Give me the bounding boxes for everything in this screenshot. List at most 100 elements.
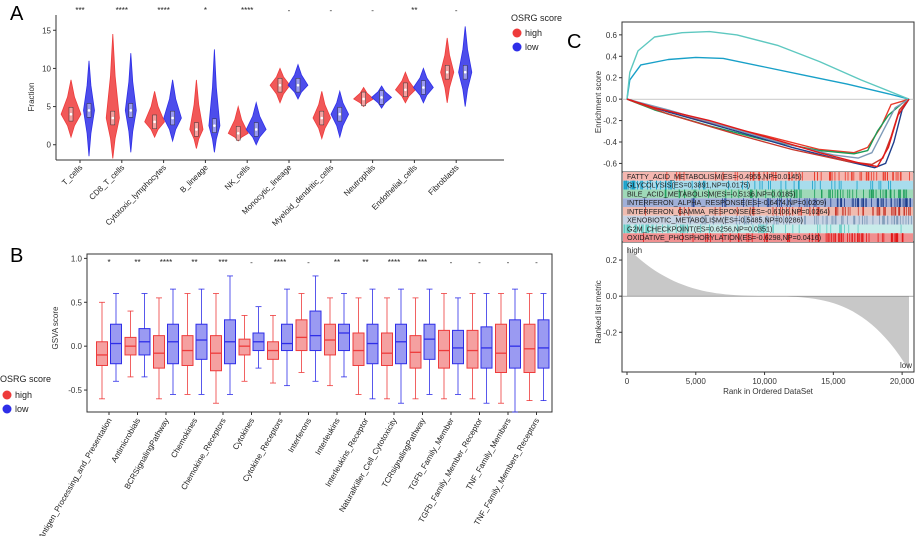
panel-a-significance: -: [455, 6, 458, 15]
gene-set-label: OXIDATIVE_PHOSPHORYLATION(ES=-0.6298,NP=…: [627, 233, 821, 242]
panel-c-es-frame: [621, 21, 915, 173]
gene-set-label: FATTY_ACID_METABOLISM(ES=-0.4955,NP=0.01…: [627, 172, 802, 181]
panel-b-significance: **: [134, 258, 140, 267]
hit-band-background: [623, 224, 913, 234]
es-curve: [626, 98, 910, 168]
panel-b-legend-title: OSRG score: [0, 374, 51, 384]
violin-median-low: [213, 124, 216, 127]
box-high: [466, 329, 479, 369]
gene-set-label: GLYCOLYSIS(ES=0.3891,NP=0.0175): [627, 181, 750, 190]
box-high: [295, 319, 308, 352]
panel-c-xtick-label: 5,000: [686, 377, 707, 386]
box-low: [395, 323, 407, 365]
panel-label-c: C: [567, 31, 581, 53]
rank-high-label: high: [627, 246, 642, 255]
box-high: [96, 341, 108, 366]
panel-b-legend: OSRG score high low: [0, 374, 51, 414]
panel-a-significance: ****: [241, 6, 253, 15]
hit-band-background: [623, 189, 913, 199]
panel-b-ytick-label: 1.0: [71, 254, 83, 263]
box-low: [167, 323, 179, 365]
panel-c-ytick-label: 0.0: [606, 95, 618, 104]
panel-c-ytick-label: 0.2: [606, 74, 618, 83]
es-curve: [626, 98, 910, 154]
box-low: [309, 310, 322, 352]
box-high: [381, 332, 393, 366]
hit-band-background: [623, 172, 913, 181]
panel-b-ytick-label: -0.5: [68, 386, 82, 395]
panel-a-significance: -: [329, 6, 332, 15]
panel-a-ytick-label: 5: [47, 103, 52, 112]
panel-b-category-label: Interleukins: [313, 417, 341, 457]
panel-b-legend-high: high: [15, 390, 32, 400]
violin-high: [144, 91, 165, 139]
es-curve: [626, 98, 910, 159]
panel-a-ytick-label: 15: [42, 26, 51, 35]
panel-c-xtick-label: 0: [625, 377, 630, 386]
panel-c-ytick-label: -0.6: [603, 159, 617, 168]
violin-median-low: [380, 96, 383, 99]
violin-median-low: [87, 109, 91, 112]
violin-median-low: [338, 112, 342, 116]
gene-set-label: G2M_CHECKPOINT(ES=0.6256,NP=0.0351): [627, 224, 772, 233]
panel-a-category-label: Neutrophils: [342, 163, 377, 198]
panel-a-ytick-label: 10: [42, 64, 51, 73]
gene-set-label: INTERFERON_GAMMA_RESPONSE(ES=-0.6106,NP=…: [627, 207, 830, 216]
box-high: [495, 323, 507, 374]
panel-c-ytick2-label: -0.2: [603, 328, 617, 337]
violin-high: [105, 34, 120, 159]
gene-set-label: XENOBIOTIC_METABOLISM(ES=-0.5485,NP=0.02…: [627, 216, 803, 225]
panel-label-a: A: [10, 3, 24, 25]
violin-median-high: [278, 83, 282, 87]
violin-median-low: [463, 70, 467, 74]
panel-c-ytick-label: -0.2: [603, 117, 617, 126]
violin-median-high: [69, 112, 73, 116]
panel-b-ytick-label: 0.0: [71, 342, 83, 351]
panel-c-xtick-label: 10,000: [752, 377, 777, 386]
panel-c-ytick2-label: 0.0: [606, 292, 618, 301]
box-low: [509, 319, 521, 369]
violin-median-high: [445, 70, 449, 74]
panel-b-category-label: NaturalKiller_Cell_Cytotoxicity: [337, 417, 398, 514]
panel-b-ylabel: GSVA score: [51, 306, 60, 350]
panel-c-ylabel: Enrichment score: [594, 70, 603, 133]
es-curve: [626, 98, 910, 169]
violin-median-high: [404, 88, 407, 92]
legend-low-marker: [512, 42, 522, 52]
panel-b-category-label: Chemokines: [169, 417, 199, 460]
panel-a-significance: ****: [116, 6, 128, 15]
violin-median-low: [171, 116, 174, 120]
ranked-metric-area: [627, 247, 909, 371]
panel-b-significance: -: [250, 258, 253, 267]
panel-a-significance: **: [411, 6, 417, 15]
panel-a-category-label: Fibroblasts: [427, 163, 461, 197]
violin-median-high: [362, 97, 365, 101]
rank-low-label: low: [900, 361, 912, 370]
panel-b-category-label: Antimicrobials: [110, 417, 143, 465]
box-high: [352, 332, 365, 366]
panel-c-ytick-label: 0.4: [606, 52, 618, 61]
es-curve: [626, 98, 910, 155]
panel-b-significance: *: [107, 258, 110, 267]
panel-a-significance: ****: [157, 6, 169, 15]
panel-b-significance: **: [191, 258, 197, 267]
gene-set-label: BILE_ACID_METABOLISM(ES=-0.5136,NP=0.018…: [627, 189, 795, 198]
panel-a-ylabel: Fraction: [27, 83, 36, 112]
es-curve: [626, 56, 910, 100]
box-low: [195, 323, 208, 360]
panel-b-ytick-label: 0.5: [71, 298, 83, 307]
panel-c-ytick-label: 0.6: [606, 31, 618, 40]
panel-b-significance: ***: [218, 258, 227, 267]
panel-b-category-label: Antigen_Processing_and_Presentation: [37, 417, 114, 536]
legend-low-marker: [2, 404, 12, 414]
panel-c-ytick-label: -0.4: [603, 138, 617, 147]
hit-band-background: [623, 180, 913, 190]
violin-low: [124, 53, 137, 153]
panel-a-category-label: B_lineage: [178, 163, 210, 195]
box-low: [452, 329, 464, 365]
panel-c-ytick2-label: 0.2: [606, 256, 618, 265]
panel-b-category-label: Cytokines: [231, 417, 256, 452]
panel-label-b: B: [10, 245, 23, 267]
